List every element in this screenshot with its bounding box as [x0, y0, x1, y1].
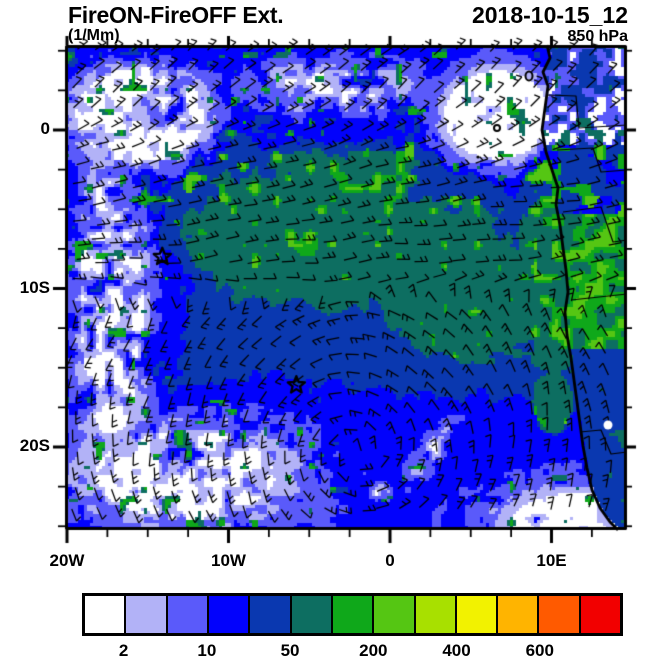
- lat-tick-label: 10S: [19, 277, 50, 297]
- colorbar-cell: [167, 596, 209, 633]
- figure-title: FireON-FireOFF Ext.: [68, 2, 284, 28]
- colorbar-cell: [580, 596, 621, 633]
- colorbar-cell: [415, 596, 457, 633]
- lon-tick-label: 10W: [211, 551, 246, 570]
- colorbar-cell: [498, 596, 540, 633]
- colorbar-tick-label: 600: [525, 641, 554, 660]
- lon-tick-label: 0: [385, 551, 395, 570]
- lon-tick-label: 20W: [49, 551, 85, 570]
- colorbar-tick-label: 10: [197, 641, 217, 660]
- lat-tick-label: 0: [40, 119, 50, 138]
- colorbar-cell: [456, 596, 499, 633]
- lon-tick-label: 10E: [536, 551, 567, 570]
- colorbar-cell: [291, 596, 333, 633]
- colorbar-cell: [332, 596, 375, 633]
- figure-datetime: 2018-10-15_12: [471, 2, 628, 28]
- colorbar-tick-label: 2: [118, 641, 129, 660]
- colorbar-cell: [126, 596, 168, 633]
- colorbar-tick-label: 200: [359, 641, 388, 660]
- colorbar-cell: [539, 596, 581, 633]
- figure-units: (1/Mm): [68, 27, 120, 44]
- colorbar-cell: [250, 596, 292, 633]
- colorbar-cell: [374, 596, 416, 633]
- figure-level: 850 hPa: [567, 28, 628, 45]
- colorbar-tick-label: 50: [280, 641, 300, 660]
- lat-tick-label: 20S: [19, 436, 50, 455]
- colorbar: [82, 593, 623, 636]
- colorbar-tick-label: 400: [442, 641, 471, 660]
- colorbar-cell: [85, 596, 127, 633]
- colorbar-cell: [208, 596, 251, 633]
